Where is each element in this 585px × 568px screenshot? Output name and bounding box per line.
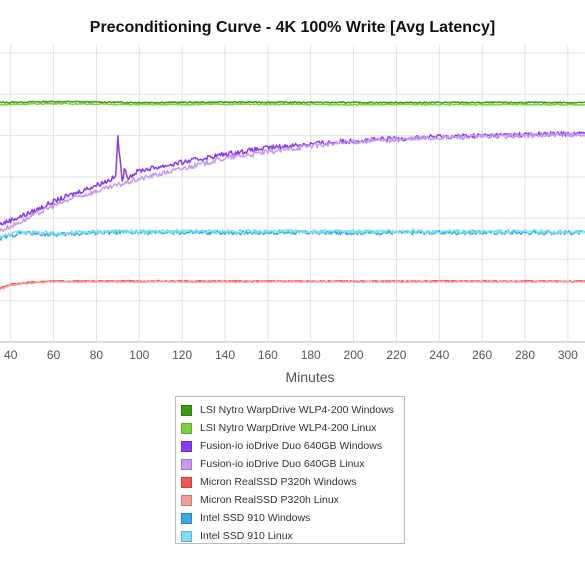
legend: LSI Nytro WarpDrive WLP4-200 Windows LSI …: [175, 396, 405, 544]
legend-item: Intel SSD 910 Windows: [176, 509, 404, 527]
x-tick-label: 100: [129, 348, 149, 362]
grid: [0, 45, 585, 343]
x-tick-label: 160: [258, 348, 278, 362]
x-tick-label: 280: [515, 348, 535, 362]
x-tick-label: 180: [301, 348, 321, 362]
legend-swatch: [181, 530, 192, 542]
series-line: [0, 228, 585, 239]
legend-swatch: [181, 404, 192, 416]
chart-title: Preconditioning Curve - 4K 100% Write [A…: [89, 19, 496, 36]
x-tick-label: 140: [215, 348, 235, 362]
series-line: [0, 131, 585, 226]
legend-item: Fusion-io ioDrive Duo 640GB Linux: [176, 455, 404, 473]
legend-swatch: [181, 422, 192, 434]
legend-item: LSI Nytro WarpDrive WLP4-200 Linux: [176, 419, 404, 437]
legend-label: LSI Nytro WarpDrive WLP4-200 Windows: [200, 404, 394, 416]
legend-item: Intel SSD 910 Linux: [176, 527, 404, 545]
legend-item: Fusion-io ioDrive Duo 640GB Windows: [176, 437, 404, 455]
series-line: [0, 131, 585, 232]
legend-label: Fusion-io ioDrive Duo 640GB Windows: [200, 440, 383, 452]
x-tick-label: 260: [472, 348, 492, 362]
x-tick-label: 120: [172, 348, 192, 362]
legend-label: Micron RealSSD P320h Linux: [200, 494, 339, 506]
legend-label: Intel SSD 910 Linux: [200, 530, 293, 542]
x-tick-label: 200: [344, 348, 364, 362]
x-tick-label: 80: [90, 348, 104, 362]
x-axis-ticks: 40 60 80 100 120 140 160 180 200 220 240 260 280 300: [4, 348, 578, 362]
series-line: [0, 102, 585, 106]
x-tick-label: 240: [429, 348, 449, 362]
x-tick-label: 60: [47, 348, 61, 362]
series-line: [0, 280, 585, 291]
legend-item: Micron RealSSD P320h Windows: [176, 473, 404, 491]
legend-swatch: [181, 512, 192, 524]
x-tick-label: 300: [558, 348, 578, 362]
legend-item: LSI Nytro WarpDrive WLP4-200 Windows: [176, 401, 404, 419]
legend-item: Micron RealSSD P320h Linux: [176, 491, 404, 509]
chart-svg: 40 60 80 100 120 140 160 180 200 220 240 260 280 300 …: [0, 45, 585, 385]
legend-label: Micron RealSSD P320h Windows: [200, 476, 357, 488]
legend-label: LSI Nytro WarpDrive WLP4-200 Linux: [200, 422, 377, 434]
series-lines: [0, 100, 585, 291]
legend-label: Fusion-io ioDrive Duo 640GB Linux: [200, 458, 365, 470]
x-tick-label: 220: [386, 348, 406, 362]
x-tick-label: 40: [4, 348, 18, 362]
x-axis-label: Minutes: [285, 369, 334, 385]
legend-swatch: [181, 440, 192, 452]
legend-label: Intel SSD 910 Windows: [200, 512, 311, 524]
legend-swatch: [181, 458, 192, 470]
series-line: [0, 100, 585, 104]
legend-swatch: [181, 476, 192, 488]
legend-swatch: [181, 494, 192, 506]
